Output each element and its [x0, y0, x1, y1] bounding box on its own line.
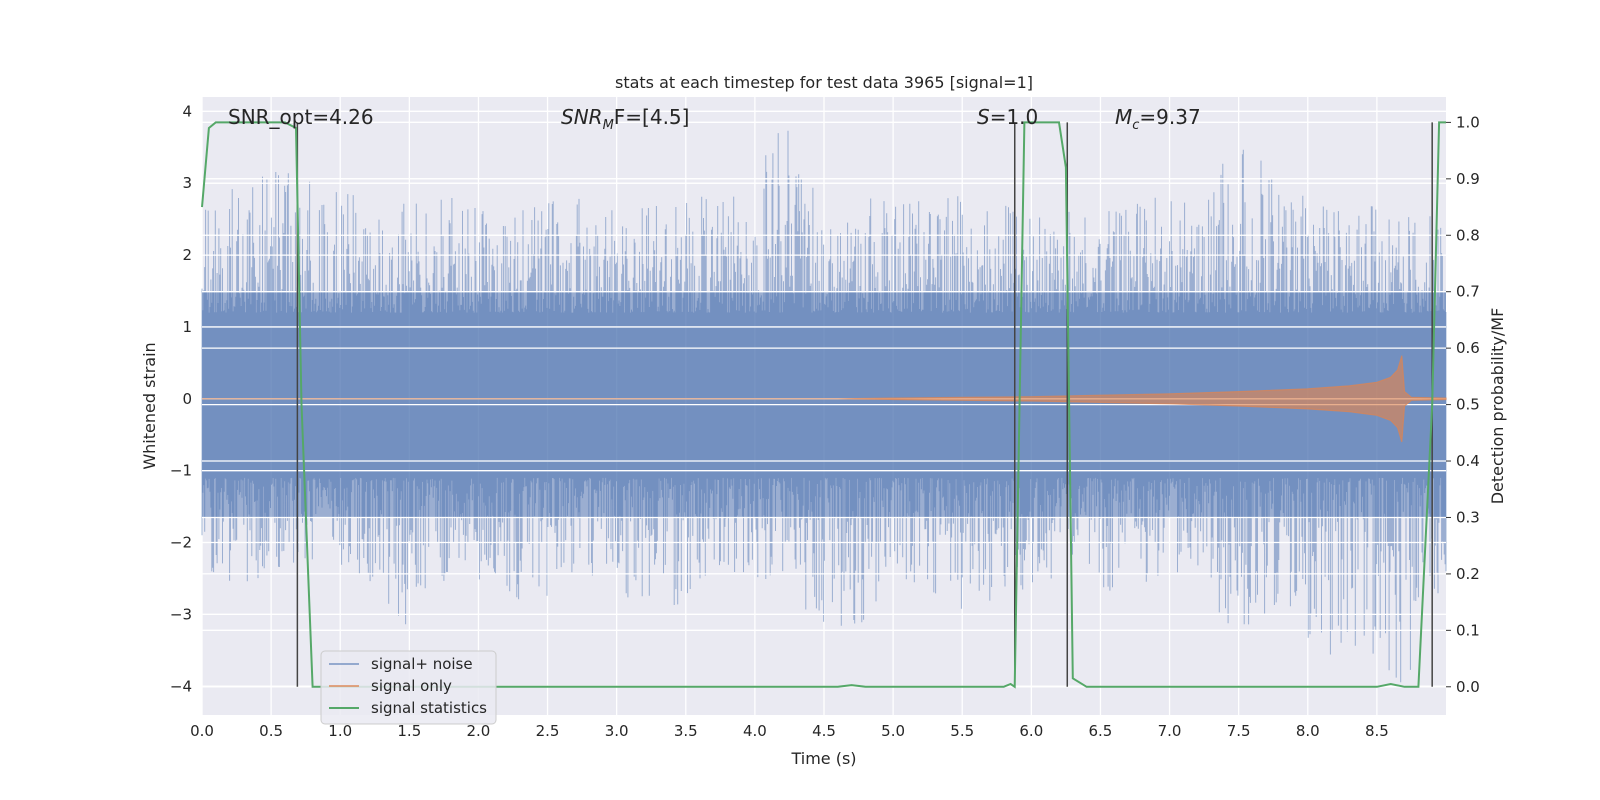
y-tick-label: −3	[170, 605, 192, 623]
signal-statistics-series	[201, 121, 1446, 689]
x-tick-label: 5.0	[881, 722, 905, 740]
x-tick-label: 7.5	[1227, 722, 1251, 740]
annotation-snr-opt: SNR_opt=4.26	[228, 105, 374, 129]
y2-tick-label: 0.9	[1456, 170, 1480, 188]
x-tick-label: 8.5	[1365, 722, 1389, 740]
chart-title: stats at each timestep for test data 396…	[615, 73, 1033, 92]
y2-tick-label: 0.1	[1456, 621, 1480, 639]
x-axis-label: Time (s)	[790, 749, 856, 768]
signal-statistics-line	[201, 121, 1446, 689]
y2-tick-labels: 0.0 0.1 0.2 0.3 0.4 0.5 0.6 0.7 0.8 0.9 1.0	[1446, 113, 1480, 696]
x-tick-label: 7.0	[1158, 722, 1182, 740]
x-tick-labels: 0.0 0.5 1.0 1.5 2.0 2.5 3.0 3.5 4.0 4.5 5.0 5.5 6.0 6…	[190, 722, 1389, 740]
annotation-s: S=1.0	[977, 105, 1038, 129]
y-tick-label: 2	[182, 246, 192, 264]
y-tick-label: −4	[170, 677, 192, 695]
y-tick-labels: −4 −3 −2 −1 0 1 2 3 4	[170, 102, 192, 695]
y2-axis-label: Detection probability/MF	[1488, 308, 1507, 505]
legend: signal+ noise signal only signal statist…	[320, 650, 497, 725]
y-tick-label: 3	[182, 174, 192, 192]
y-axis-label: Whitened strain	[140, 342, 159, 469]
annotation-mc: Mc=9.37	[1115, 105, 1201, 133]
y-tick-label: 0	[182, 390, 192, 408]
x-tick-label: 3.0	[605, 722, 629, 740]
y2-tick-label: 0.4	[1456, 452, 1480, 470]
y2-tick-label: 1.0	[1456, 113, 1480, 131]
x-tick-label: 2.0	[467, 722, 491, 740]
legend-box	[320, 650, 497, 725]
x-tick-label: 2.5	[536, 722, 560, 740]
x-tick-label: 8.0	[1296, 722, 1320, 740]
y2-tick-label: 0.0	[1456, 678, 1480, 696]
y2-tick-label: 0.5	[1456, 396, 1480, 414]
signal-only-series	[202, 355, 1447, 443]
legend-label-signal-noise: signal+ noise	[371, 655, 473, 673]
y-tick-label: −1	[170, 462, 192, 480]
legend-label-signal-statistics: signal statistics	[371, 699, 487, 717]
annotations: SNR_opt=4.26 SNRMF=[4.5] S=1.0 Mc=9.37	[228, 105, 1201, 133]
legend-label-signal-only: signal only	[371, 677, 452, 695]
annotation-snr-mf: SNRMF=[4.5]	[561, 105, 689, 133]
x-tick-label: 0.0	[190, 722, 214, 740]
y2-tick-label: 0.6	[1456, 339, 1480, 357]
y-tick-label: 1	[182, 318, 192, 336]
x-tick-label: 6.0	[1019, 722, 1043, 740]
y2-tick-label: 0.2	[1456, 565, 1480, 583]
y-tick-label: 4	[182, 102, 192, 120]
x-tick-label: 4.5	[812, 722, 836, 740]
x-tick-label: 4.0	[743, 722, 767, 740]
x-tick-label: 6.5	[1089, 722, 1113, 740]
x-tick-label: 0.5	[259, 722, 283, 740]
x-tick-label: 1.5	[397, 722, 421, 740]
y2-tick-label: 0.8	[1456, 226, 1480, 244]
x-tick-label: 1.0	[328, 722, 352, 740]
y2-tick-label: 0.7	[1456, 283, 1480, 301]
y-tick-label: −2	[170, 534, 192, 552]
x-tick-label: 3.5	[674, 722, 698, 740]
y2-tick-label: 0.3	[1456, 508, 1480, 526]
x-tick-label: 5.5	[950, 722, 974, 740]
signal-only-line	[202, 355, 1447, 443]
